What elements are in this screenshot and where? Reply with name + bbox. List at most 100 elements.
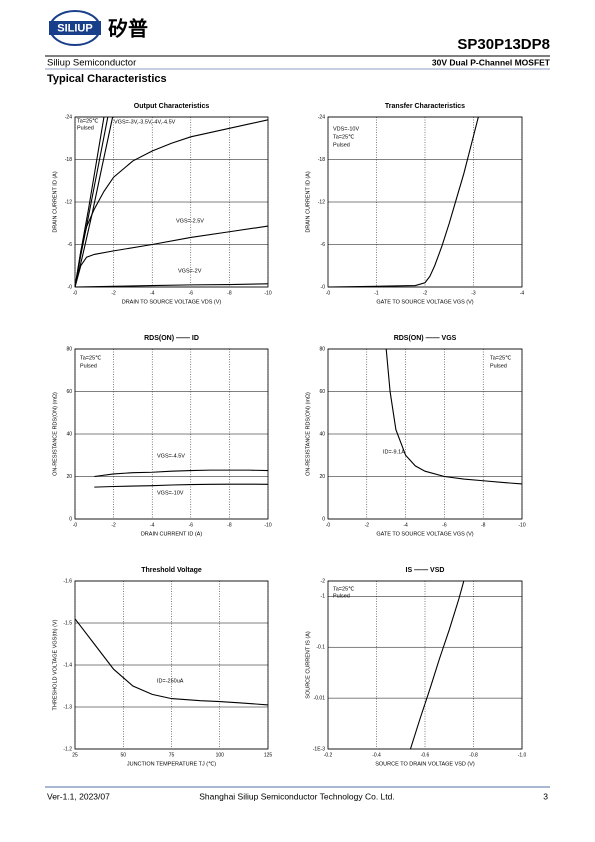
x-axis-label: DRAIN TO SOURCE VOLTAGE VDS (V) bbox=[122, 299, 222, 305]
curve bbox=[94, 483, 269, 488]
y-tick-label: -6 bbox=[68, 242, 73, 248]
y-tick-label: -1 bbox=[321, 594, 326, 600]
chart-title: Output Characteristics bbox=[134, 103, 210, 110]
annotation: VDS=-10V bbox=[333, 126, 359, 132]
x-axis-label: GATE TO SOURCE VOLTAGE VGS (V) bbox=[376, 299, 473, 305]
x-axis-label: DRAIN CURRENT ID (A) bbox=[141, 531, 202, 537]
y-tick-label: -0 bbox=[68, 284, 73, 290]
y-tick-label: -24 bbox=[318, 114, 325, 120]
x-tick-label: -0.2 bbox=[324, 752, 333, 758]
x-tick-label: 75 bbox=[169, 752, 175, 758]
y-tick-label: -24 bbox=[65, 114, 72, 120]
annotation: Pulsed bbox=[80, 363, 97, 369]
annotation: Ta=25℃ bbox=[333, 134, 355, 140]
y-tick-label: -0.01 bbox=[314, 695, 326, 701]
x-axis-label: GATE TO SOURCE VOLTAGE VGS (V) bbox=[376, 531, 473, 537]
x-tick-label: -4 bbox=[150, 290, 155, 296]
logo-cn: 矽普 bbox=[108, 17, 148, 41]
annotation: Ta=25℃ bbox=[77, 118, 99, 124]
y-tick-label: 80 bbox=[66, 346, 72, 352]
x-tick-label: -6 bbox=[442, 522, 447, 528]
y-tick-label: 20 bbox=[319, 474, 325, 480]
y-tick-label: -0.1 bbox=[316, 645, 325, 651]
curve bbox=[74, 119, 269, 288]
part-number: SP30P13DP8 bbox=[457, 36, 550, 53]
logo-band bbox=[49, 21, 101, 35]
company: Siliup Semiconductor bbox=[47, 58, 136, 69]
y-tick-label: -1.2 bbox=[63, 746, 72, 752]
curve bbox=[74, 618, 269, 706]
y-tick-label: -0 bbox=[321, 284, 326, 290]
y-axis-label: DRAIN CURRENT ID (A) bbox=[305, 171, 311, 232]
y-tick-label: 60 bbox=[319, 389, 325, 395]
y-axis-label: DRAIN CURRENT ID (A) bbox=[52, 171, 58, 232]
curve bbox=[94, 469, 269, 478]
annotation: VGS=-3V,-3.5V,-4V,-4.5V bbox=[114, 119, 176, 125]
chart-title: RDS(ON) —— ID bbox=[144, 335, 199, 342]
footer-page: 3 bbox=[543, 791, 548, 801]
x-tick-label: -4 bbox=[520, 290, 525, 296]
y-tick-label: 40 bbox=[319, 431, 325, 437]
y-tick-label: -1E-3 bbox=[313, 746, 325, 752]
y-axis-label: THRESHOLD VOLTAGE VGS(th) (V) bbox=[52, 619, 58, 710]
annotation: Ta=25℃ bbox=[333, 586, 355, 592]
curve bbox=[74, 225, 269, 288]
logo-text: SILIUP bbox=[57, 22, 92, 34]
annotation: Ta=25℃ bbox=[490, 355, 512, 361]
y-tick-label: -1.3 bbox=[63, 704, 72, 710]
y-tick-label: -6 bbox=[321, 242, 326, 248]
curve bbox=[74, 283, 269, 288]
x-tick-label: -8 bbox=[227, 290, 232, 296]
subtitle: 30V Dual P-Channel MOSFET bbox=[432, 57, 551, 67]
x-tick-label: -4 bbox=[403, 522, 408, 528]
x-tick-label: -10 bbox=[264, 522, 271, 528]
annotation: Pulsed bbox=[333, 593, 350, 599]
x-tick-label: -0.8 bbox=[469, 752, 478, 758]
x-tick-label: -10 bbox=[264, 290, 271, 296]
x-tick-label: -0 bbox=[73, 290, 78, 296]
x-tick-label: -0 bbox=[326, 522, 331, 528]
y-tick-label: -1.6 bbox=[63, 578, 72, 584]
y-tick-label: 20 bbox=[66, 474, 72, 480]
y-tick-label: -1.5 bbox=[63, 620, 72, 626]
curve bbox=[409, 580, 465, 750]
y-axis-label: ON-RESISTANCE RDS(ON) (mΩ) bbox=[52, 392, 58, 476]
annotation: Pulsed bbox=[490, 363, 507, 369]
x-tick-label: -3 bbox=[471, 290, 476, 296]
y-tick-label: 0 bbox=[69, 516, 72, 522]
x-tick-label: -10 bbox=[518, 522, 525, 528]
section-title: Typical Characteristics bbox=[47, 73, 167, 85]
x-tick-label: -8 bbox=[481, 522, 486, 528]
x-tick-label: -8 bbox=[227, 522, 232, 528]
y-tick-label: 0 bbox=[322, 516, 325, 522]
y-tick-label: -18 bbox=[65, 157, 72, 163]
annotation: ID=-9.1A bbox=[383, 449, 405, 455]
x-tick-label: -2 bbox=[423, 290, 428, 296]
x-tick-label: -6 bbox=[189, 522, 194, 528]
y-tick-label: -12 bbox=[318, 199, 325, 205]
footer-company: Shanghai Siliup Semiconductor Technology… bbox=[199, 791, 394, 801]
y-tick-label: -1.4 bbox=[63, 662, 72, 668]
x-tick-label: -0 bbox=[326, 290, 331, 296]
x-tick-label: -2 bbox=[111, 522, 116, 528]
chart-title: Threshold Voltage bbox=[141, 567, 202, 574]
y-tick-label: 80 bbox=[319, 346, 325, 352]
y-tick-label: 40 bbox=[66, 431, 72, 437]
x-tick-label: -2 bbox=[111, 290, 116, 296]
chart-title: IS —— VSD bbox=[406, 567, 445, 574]
curve bbox=[385, 348, 523, 485]
x-tick-label: -4 bbox=[150, 522, 155, 528]
x-tick-label: -2 bbox=[365, 522, 370, 528]
y-axis-label: ON-RESISTANCE RDS(ON) (mΩ) bbox=[305, 392, 311, 476]
annotation: VGS=-2.5V bbox=[176, 218, 204, 224]
annotation: Pulsed bbox=[333, 142, 350, 148]
annotation: ID=-250uA bbox=[157, 678, 184, 684]
annotation: VGS=-10V bbox=[157, 490, 184, 496]
y-tick-label: -12 bbox=[65, 199, 72, 205]
y-tick-label: -2 bbox=[321, 578, 326, 584]
annotation: VGS=-2V bbox=[178, 268, 202, 274]
x-tick-label: -1 bbox=[374, 290, 379, 296]
chart-title: RDS(ON) —— VGS bbox=[394, 335, 457, 342]
x-tick-label: 125 bbox=[264, 752, 273, 758]
